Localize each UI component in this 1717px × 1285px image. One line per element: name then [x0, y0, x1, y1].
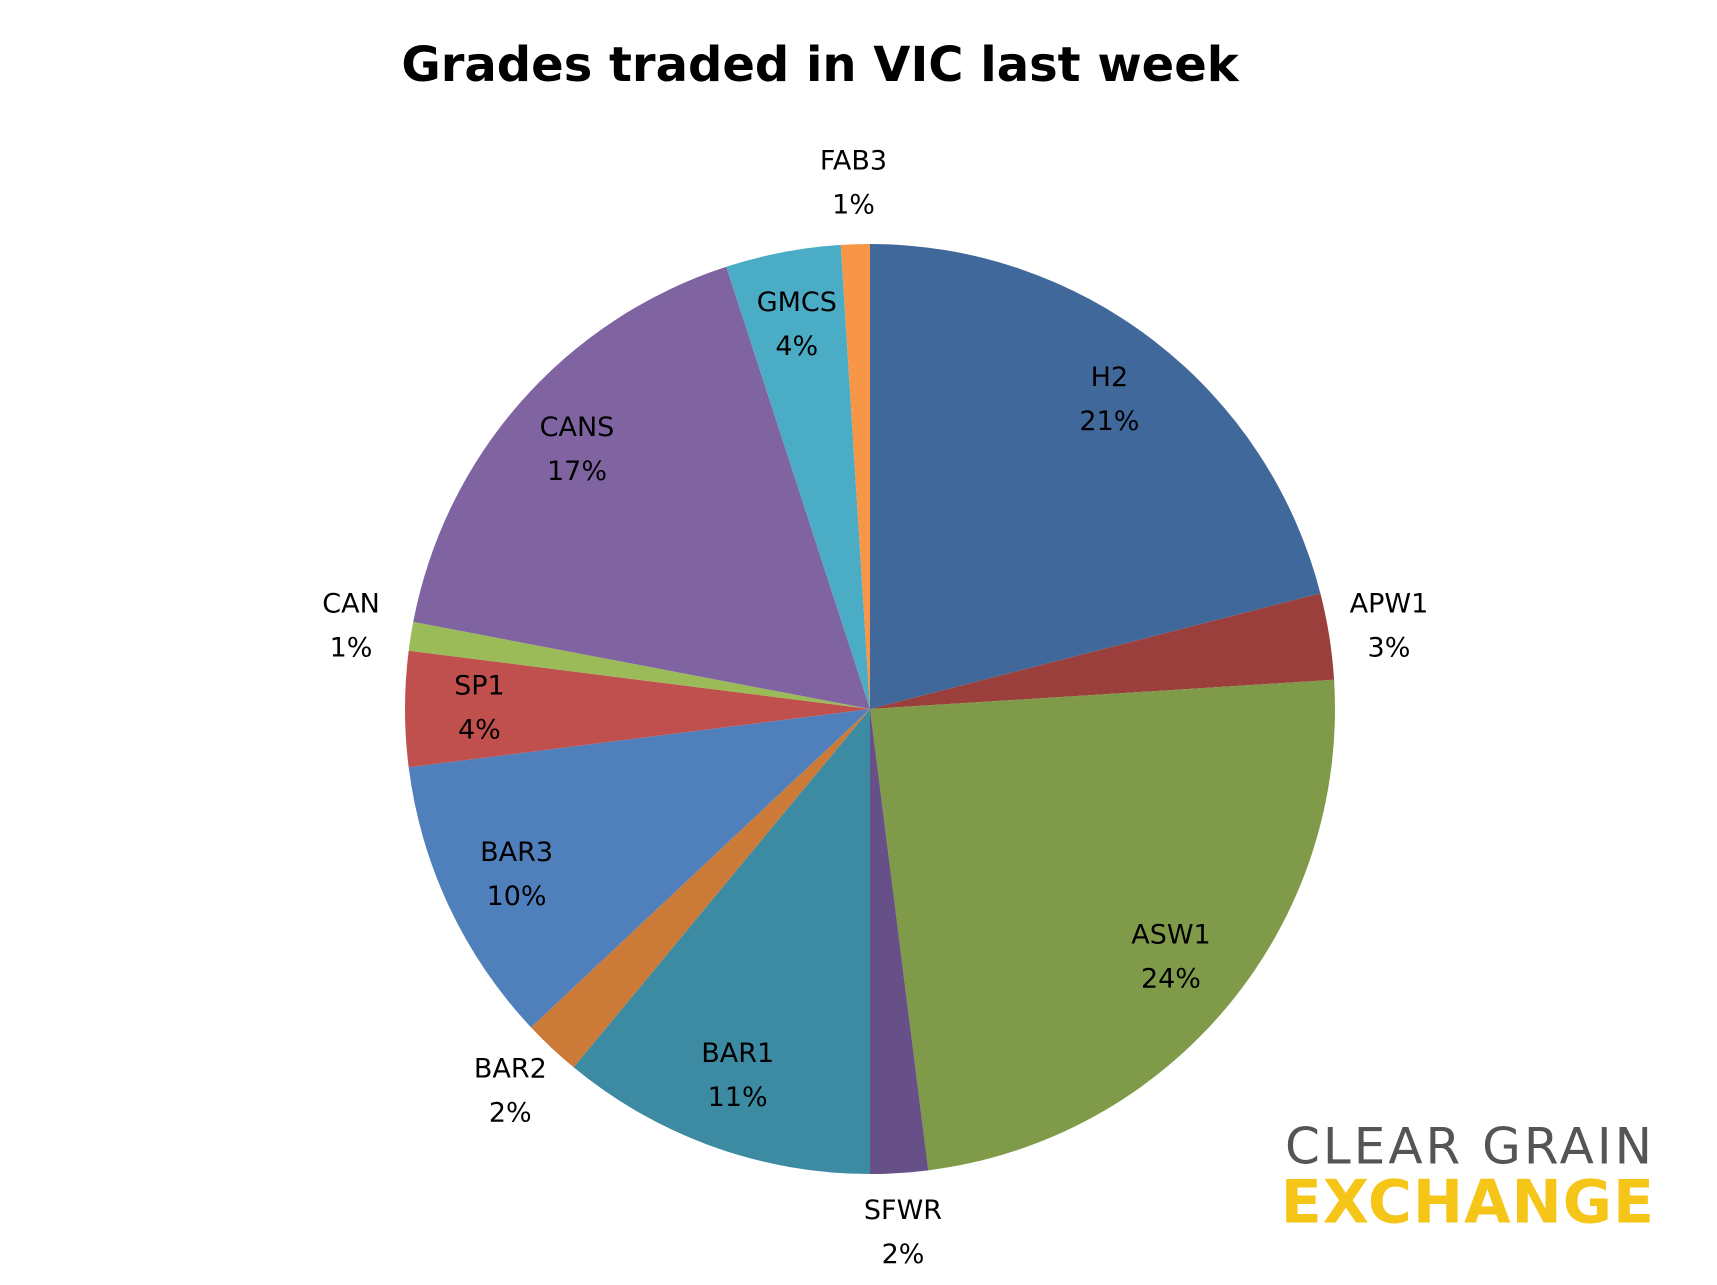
- pie-slice: [840, 244, 870, 709]
- slice-label-value: 4%: [458, 715, 501, 746]
- slice-label-name: BAR1: [701, 1038, 774, 1069]
- pie-slice: [870, 709, 929, 1174]
- slice-label-value: 1%: [330, 632, 373, 663]
- slice-label-name: SP1: [454, 671, 505, 702]
- slice-label-value: 4%: [775, 331, 818, 362]
- slice-label-name: BAR2: [474, 1054, 547, 1085]
- pie-slice: [726, 244, 870, 709]
- slice-label-value: 2%: [489, 1098, 532, 1129]
- logo-line1: CLEAR GRAIN: [1285, 1118, 1655, 1176]
- pie-slice: [870, 679, 1335, 1171]
- logo-line2: EXCHANGE: [1281, 1168, 1655, 1238]
- pie-slice: [408, 621, 870, 709]
- chart-title: Grades traded in VIC last week: [401, 37, 1239, 93]
- slice-label-value: 1%: [832, 189, 875, 220]
- pie-slice: [531, 709, 870, 1068]
- pie-slice: [413, 266, 870, 709]
- slice-label-value: 17%: [547, 456, 607, 487]
- slice-label-name: CAN: [322, 588, 380, 619]
- slice-label-value: 11%: [708, 1082, 768, 1113]
- slice-label-name: H2: [1091, 362, 1128, 393]
- slice-label-value: 10%: [487, 881, 547, 912]
- slice-label-value: 21%: [1079, 406, 1139, 437]
- slice-label-name: GMCS: [757, 287, 837, 318]
- slice-label-name: FAB3: [820, 145, 887, 176]
- slice-label-name: CANS: [540, 412, 615, 443]
- pie-slice: [573, 709, 870, 1174]
- slice-label-name: APW1: [1350, 588, 1429, 619]
- pie-slice: [408, 709, 870, 1028]
- slice-label-name: SFWR: [864, 1195, 942, 1226]
- slice-label-value: 24%: [1141, 963, 1201, 994]
- slice-label-value: 2%: [882, 1239, 925, 1270]
- logo: CLEAR GRAIN EXCHANGE: [1281, 1118, 1655, 1238]
- slice-label-value: 3%: [1368, 632, 1411, 663]
- slice-label-name: BAR3: [480, 837, 553, 868]
- slice-label-name: ASW1: [1131, 919, 1210, 950]
- pie-slice: [870, 244, 1321, 709]
- pie-slice: [870, 593, 1335, 709]
- pie-slice: [404, 650, 870, 768]
